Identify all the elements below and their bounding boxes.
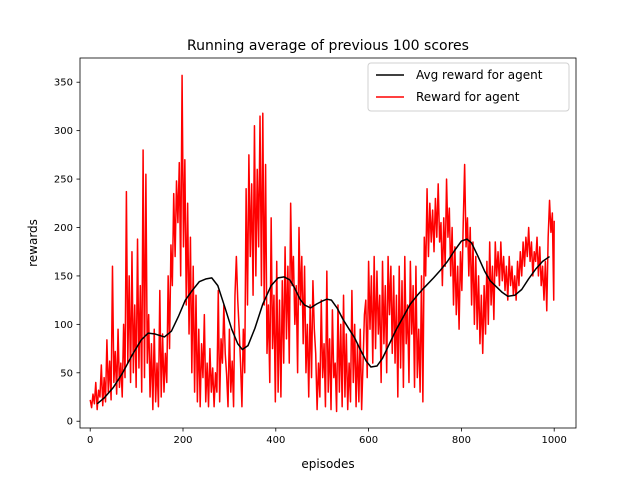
x-tick-label: 0 [87,435,93,446]
y-tick-label: 150 [54,271,73,282]
x-tick-label: 400 [266,435,285,446]
legend: Avg reward for agent Reward for agent [367,62,570,112]
x-tick-label: 1000 [541,435,566,446]
y-tick-label: 50 [60,368,73,379]
chart-title: Running average of previous 100 scores [187,38,469,54]
x-tick-label: 200 [173,435,192,446]
y-axis-label: rewards [26,219,40,267]
y-tick-label: 350 [54,78,73,89]
y-tick-label: 100 [54,320,73,331]
y-tick-label: 300 [54,126,73,137]
series-line-reward [89,74,555,413]
legend-label-reward: Reward for agent [416,90,520,104]
plot-border [79,57,577,429]
series-line-avg-reward [96,238,550,405]
x-tick-label: 800 [452,435,471,446]
legend-label-avg: Avg reward for agent [416,68,543,82]
y-tick-label: 0 [67,417,73,428]
x-axis-ticks: 0 200 400 600 800 1000 [87,428,567,446]
y-axis-ticks: 0 50 100 150 200 250 300 350 [54,78,80,428]
y-tick-label: 200 [54,223,73,234]
legend-box [367,62,570,112]
x-axis-label: episodes [301,457,354,471]
series-layer [89,74,555,413]
plot-area [79,57,577,429]
x-tick-label: 600 [359,435,378,446]
y-tick-label: 250 [54,175,73,186]
